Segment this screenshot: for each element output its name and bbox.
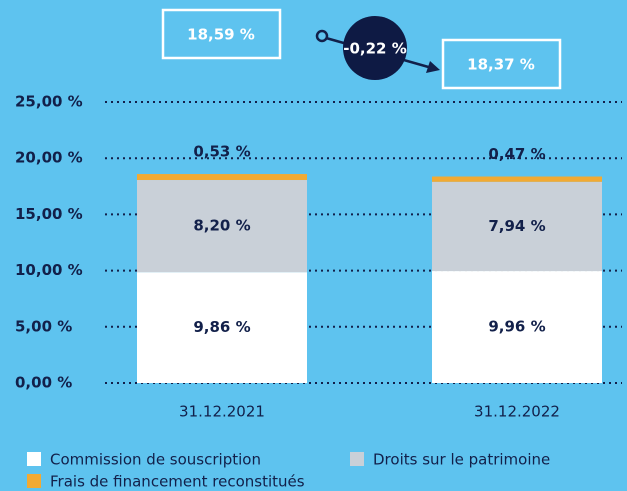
arrow-start: [315, 29, 329, 43]
y-tick-label: 10,00 %: [15, 261, 83, 279]
legend-swatch: [27, 452, 41, 466]
bar-segment: [137, 180, 307, 273]
value-label: 8,20 %: [193, 217, 250, 235]
total-label: 18,59 %: [187, 26, 255, 44]
bar-segment: [432, 181, 602, 272]
y-tick-label: 20,00 %: [15, 149, 83, 167]
value-label: 9,86 %: [193, 318, 250, 336]
change-label: -0,22 %: [343, 40, 407, 58]
value-label: 0,47 %: [488, 145, 545, 163]
y-tick-label: 15,00 %: [15, 205, 83, 223]
total-label: 18,37 %: [467, 56, 535, 74]
legend-swatch: [350, 452, 364, 466]
bar-segment: [432, 176, 602, 182]
arrow-head: [426, 61, 440, 73]
y-tick-label: 0,00 %: [15, 374, 72, 392]
value-label: 9,96 %: [488, 318, 545, 336]
y-tick-label: 5,00 %: [15, 317, 72, 335]
x-tick-label: 31.12.2021: [179, 403, 265, 421]
bar-segment: [137, 272, 307, 383]
bar-segment: [432, 271, 602, 383]
bar-segment: [137, 174, 307, 181]
y-tick-label: 25,00 %: [15, 93, 83, 111]
change-badge: [343, 16, 407, 80]
total-box: [441, 38, 562, 90]
legend-label: Droits sur le patrimoine: [373, 451, 550, 469]
legend-label: Commission de souscription: [50, 451, 261, 469]
legend-label: Frais de financement reconstitués: [50, 473, 305, 491]
value-label: 7,94 %: [488, 217, 545, 235]
x-tick-label: 31.12.2022: [474, 403, 560, 421]
total-box: [161, 8, 282, 60]
legend-swatch: [27, 474, 41, 488]
value-label: 0,53 %: [193, 143, 250, 161]
